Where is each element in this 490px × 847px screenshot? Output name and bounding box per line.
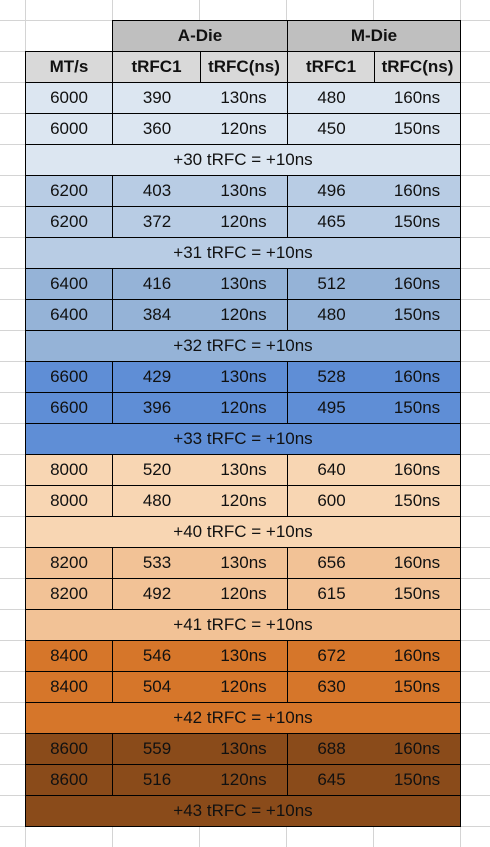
group-header: A-Die	[112, 20, 288, 52]
table-cell: 640	[287, 454, 375, 486]
table-cell: 8600	[25, 764, 113, 796]
table-cell: 150ns	[374, 392, 461, 424]
table-cell: 130ns	[200, 640, 288, 672]
table-cell: 160ns	[374, 175, 461, 207]
table-cell: 120ns	[200, 392, 288, 424]
group-note: +30 tRFC = +10ns	[25, 144, 461, 176]
group-note: +40 tRFC = +10ns	[25, 516, 461, 548]
table-cell: 8400	[25, 671, 113, 703]
table-cell: 480	[112, 485, 201, 517]
group-note: +43 tRFC = +10ns	[25, 795, 461, 827]
table-cell: 396	[112, 392, 201, 424]
group-note: +32 tRFC = +10ns	[25, 330, 461, 362]
table-cell: 615	[287, 578, 375, 610]
group-note: +33 tRFC = +10ns	[25, 423, 461, 455]
table-cell: 6200	[25, 206, 113, 238]
table-cell: 504	[112, 671, 201, 703]
table-cell: 495	[287, 392, 375, 424]
group-header: M-Die	[287, 20, 461, 52]
table-cell: 150ns	[374, 764, 461, 796]
table-cell: 429	[112, 361, 201, 393]
table-cell: 150ns	[374, 113, 461, 145]
table-cell: 120ns	[200, 299, 288, 331]
table-cell: 6600	[25, 392, 113, 424]
table-cell: 450	[287, 113, 375, 145]
table-cell: 492	[112, 578, 201, 610]
table-cell: 130ns	[200, 547, 288, 579]
table-cell: 480	[287, 299, 375, 331]
table-cell: 160ns	[374, 82, 461, 114]
table-cell: 8600	[25, 733, 113, 765]
table-cell: 559	[112, 733, 201, 765]
table-cell: 8000	[25, 454, 113, 486]
column-header: tRFC(ns)	[200, 51, 288, 83]
table-cell: 130ns	[200, 454, 288, 486]
table-cell: 512	[287, 268, 375, 300]
table-cell: 480	[287, 82, 375, 114]
table-cell: 465	[287, 206, 375, 238]
table-cell: 160ns	[374, 547, 461, 579]
group-note: +41 tRFC = +10ns	[25, 609, 461, 641]
table-cell: 130ns	[200, 268, 288, 300]
table-cell: 672	[287, 640, 375, 672]
group-note: +42 tRFC = +10ns	[25, 702, 461, 734]
table-cell: 520	[112, 454, 201, 486]
table-cell: 360	[112, 113, 201, 145]
table-cell: 120ns	[200, 578, 288, 610]
table-cell: 496	[287, 175, 375, 207]
table-cell: 403	[112, 175, 201, 207]
table-cell: 160ns	[374, 361, 461, 393]
table-cell: 160ns	[374, 640, 461, 672]
table-cell: 160ns	[374, 454, 461, 486]
column-header: tRFC1	[112, 51, 201, 83]
table-cell: 630	[287, 671, 375, 703]
table-cell: 160ns	[374, 733, 461, 765]
table-cell: 372	[112, 206, 201, 238]
table-cell: 130ns	[200, 361, 288, 393]
table-cell: 6000	[25, 82, 113, 114]
table-cell: 150ns	[374, 299, 461, 331]
table-cell: 130ns	[200, 733, 288, 765]
column-header: tRFC1	[287, 51, 375, 83]
table-cell: 6200	[25, 175, 113, 207]
table-cell: 120ns	[200, 485, 288, 517]
table-cell: 120ns	[200, 113, 288, 145]
table-cell: 6400	[25, 299, 113, 331]
table-cell: 8200	[25, 578, 113, 610]
group-note: +31 tRFC = +10ns	[25, 237, 461, 269]
table-cell: 533	[112, 547, 201, 579]
column-header: tRFC(ns)	[374, 51, 461, 83]
table-cell: 384	[112, 299, 201, 331]
table-cell: 120ns	[200, 206, 288, 238]
table-cell: 120ns	[200, 671, 288, 703]
table-cell: 120ns	[200, 764, 288, 796]
table-cell: 645	[287, 764, 375, 796]
table-cell: 656	[287, 547, 375, 579]
table-cell: 546	[112, 640, 201, 672]
table-cell: 6400	[25, 268, 113, 300]
table-cell: 150ns	[374, 578, 461, 610]
table-cell: 688	[287, 733, 375, 765]
table-cell: 150ns	[374, 671, 461, 703]
table-cell: 8000	[25, 485, 113, 517]
table-cell: 600	[287, 485, 375, 517]
table-cell: 8400	[25, 640, 113, 672]
table-cell: 130ns	[200, 82, 288, 114]
table-cell: 390	[112, 82, 201, 114]
table-cell: 416	[112, 268, 201, 300]
table-cell: 130ns	[200, 175, 288, 207]
table-cell: 160ns	[374, 268, 461, 300]
column-header: MT/s	[25, 51, 113, 83]
table-cell: 528	[287, 361, 375, 393]
table-cell: 516	[112, 764, 201, 796]
table-cell: 8200	[25, 547, 113, 579]
table-cell: 6600	[25, 361, 113, 393]
table-cell: 150ns	[374, 485, 461, 517]
table-cell: 6000	[25, 113, 113, 145]
table-cell: 150ns	[374, 206, 461, 238]
